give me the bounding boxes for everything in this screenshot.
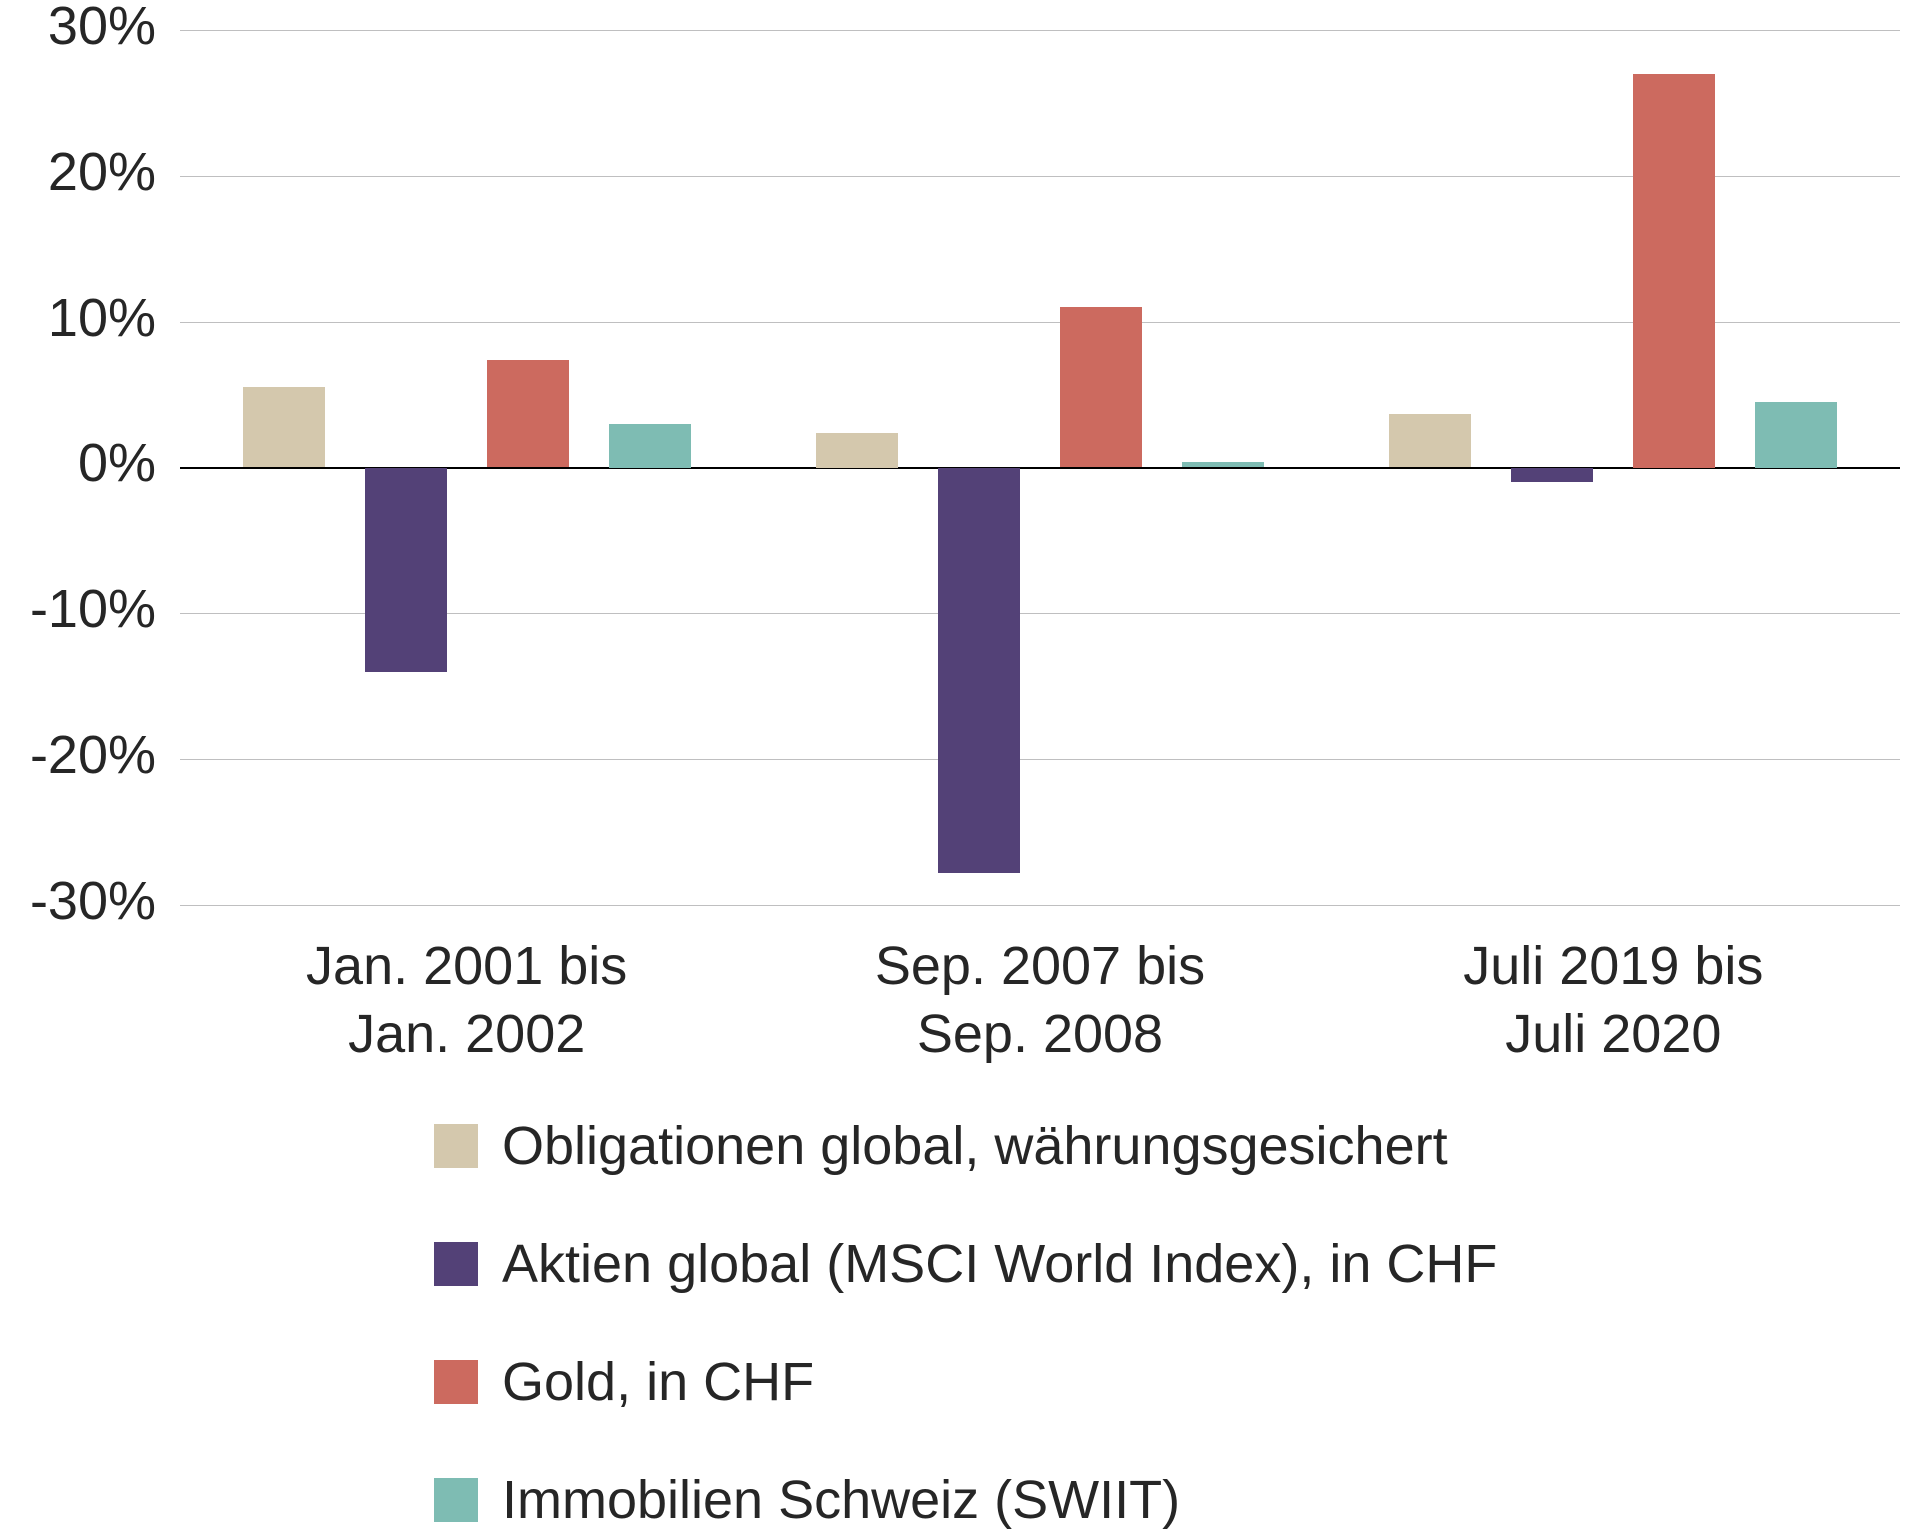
y-tick-label: -20% — [0, 724, 156, 786]
legend-item: Gold, in CHF — [434, 1351, 1497, 1413]
x-tick-label: Juli 2019 bis Juli 2020 — [1327, 933, 1900, 1068]
bar — [816, 433, 898, 468]
y-tick-label: -30% — [0, 870, 156, 932]
y-tick-label: -10% — [0, 578, 156, 640]
legend-label: Immobilien Schweiz (SWIIT) — [502, 1469, 1180, 1531]
gridline — [180, 30, 1900, 31]
x-tick-label: Sep. 2007 bis Sep. 2008 — [753, 933, 1326, 1068]
y-tick-label: 20% — [0, 141, 156, 203]
asset-performance-chart: -30% -20% -10% 0% 10% 20% 30% Jan. 2001 bis Jan… — [0, 0, 1920, 1517]
gridline — [180, 905, 1900, 906]
legend-item: Obligationen global, währungsgesichert — [434, 1115, 1497, 1177]
bar — [1755, 402, 1837, 468]
legend-swatch — [434, 1360, 478, 1404]
legend-label: Aktien global (MSCI World Index), in CHF — [502, 1233, 1497, 1295]
bar — [609, 424, 691, 468]
bar — [365, 468, 447, 672]
bar — [1060, 307, 1142, 467]
bar — [487, 360, 569, 468]
legend-swatch — [434, 1478, 478, 1522]
legend: Obligationen global, währungsgesichert Ak… — [434, 1115, 1497, 1531]
legend-swatch — [434, 1124, 478, 1168]
y-tick-label: 10% — [0, 287, 156, 349]
legend-swatch — [434, 1242, 478, 1286]
x-tick-label: Jan. 2001 bis Jan. 2002 — [180, 933, 753, 1068]
bar — [243, 387, 325, 467]
bar — [1389, 414, 1471, 468]
bar — [1182, 462, 1264, 468]
legend-label: Obligationen global, währungsgesichert — [502, 1115, 1448, 1177]
y-tick-label: 0% — [0, 432, 156, 494]
legend-item: Immobilien Schweiz (SWIIT) — [434, 1469, 1497, 1531]
plot-area: -30%-20%-10%0%10%20%30%Jan. 2001 bis Jan… — [180, 30, 1900, 905]
y-tick-label: 30% — [0, 0, 156, 57]
bar — [1633, 74, 1715, 468]
bar — [938, 468, 1020, 873]
gridline — [180, 759, 1900, 760]
legend-label: Gold, in CHF — [502, 1351, 814, 1413]
legend-item: Aktien global (MSCI World Index), in CHF — [434, 1233, 1497, 1295]
bar — [1511, 468, 1593, 483]
